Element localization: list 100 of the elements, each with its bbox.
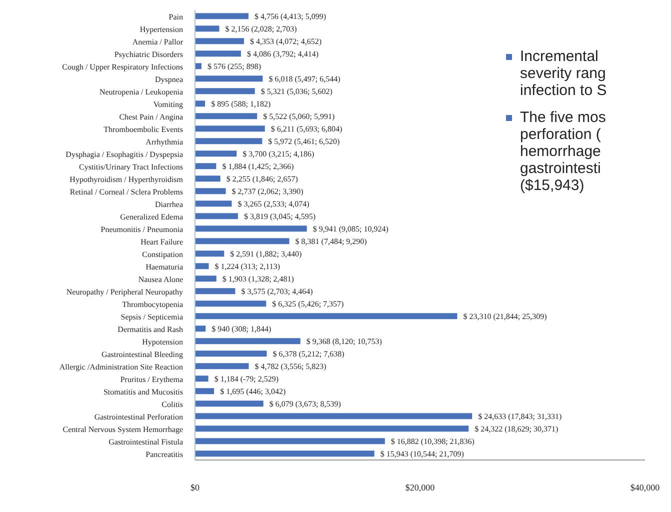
bar	[195, 38, 244, 44]
data-label: $ 1,224 (313; 2,113)	[214, 262, 280, 271]
bar	[195, 138, 262, 144]
y-tick-label: Neuropathy / Peripheral Neuropathy	[66, 287, 183, 296]
data-label: $ 576 (255; 898)	[207, 62, 262, 71]
data-label: $ 3,265 (2,533; 4,074)	[238, 199, 310, 208]
data-label: $ 1,695 (446; 3,042)	[220, 386, 286, 396]
y-tick-label: Central Nervous System Hemorrhage	[62, 424, 184, 434]
y-tick-label: Stomatitis and Mucositis	[103, 387, 183, 396]
y-tick-label: Dyspnea	[155, 74, 184, 84]
bar	[195, 338, 300, 344]
y-tick-label: Sepsis / Septicemia	[120, 312, 184, 322]
y-tick-label: Psychiatric Disorders	[114, 50, 183, 59]
y-tick-label: Pruritus / Erythema	[120, 374, 184, 384]
y-tick-label: Vomiting	[153, 100, 183, 109]
y-tick-label: Colitis	[162, 400, 183, 409]
bar	[195, 413, 472, 420]
y-tick-label: Pancreatitis	[146, 450, 183, 459]
y-tick-label: Hypertension	[140, 24, 183, 34]
x-tick-label: $0	[190, 482, 200, 492]
annotation: The five mos perforation ( hemorrhage gastrointesti ($15,943)	[520, 109, 607, 194]
y-tick-label: Arrhythmia	[146, 137, 184, 146]
y-tick-label: Cystitis/Urinary Tract Infections	[79, 162, 183, 172]
bar	[195, 350, 267, 357]
y-tick-label: Neutropenia / Leukopenia	[99, 87, 184, 96]
y-tick-label: Thromboembolic Events	[104, 124, 183, 134]
y-tick-label: Dermatitis and Rash	[118, 324, 183, 334]
data-label: $ 23,310 (21,844; 25,309)	[463, 312, 548, 321]
annotation: Incremental severity rang infection to S	[520, 48, 607, 99]
y-tick-label: Gastrointestinal Bleeding	[101, 350, 183, 359]
bar	[195, 288, 236, 294]
y-tick-label: Haematuria	[146, 262, 184, 272]
data-label: $ 16,882 (10,398; 21,836)	[390, 436, 475, 446]
data-label: $ 24,322 (18,629; 30,371)	[474, 424, 559, 434]
data-label: $ 6,325 (5,426; 7,357)	[272, 299, 344, 308]
bar	[195, 176, 220, 182]
bar	[195, 188, 226, 194]
y-tick-label: Hypotension	[142, 337, 183, 346]
data-label: $ 5,972 (5,461; 6,520)	[268, 136, 340, 146]
data-label: $ 6,018 (5,497; 6,544)	[268, 74, 341, 84]
data-label: $ 3,575 (2,703; 4,464)	[241, 286, 314, 296]
y-tick-label: Dysphagia / Esophagitis / Dyspepsia	[66, 150, 184, 159]
bar	[195, 326, 206, 332]
y-tick-label: Generalized Edema	[120, 212, 184, 222]
y-tick-label: Thrombocytopenia	[122, 300, 184, 309]
bar	[195, 238, 290, 244]
bar	[195, 76, 263, 82]
bar	[195, 63, 202, 70]
data-label: $ 895 (588; 1,182)	[211, 99, 271, 108]
data-label: $ 4,086 (3,792; 4,414)	[246, 49, 319, 58]
y-tick-label: Cough / Upper Respiratory Infections	[62, 62, 183, 72]
bar	[195, 88, 255, 94]
data-label: $ 5,321 (5,036; 5,602)	[260, 86, 333, 96]
data-label: $ 1,184 (-79; 2,529)	[214, 374, 279, 384]
y-tick-label: Nausea Alone	[138, 274, 184, 284]
data-label: $ 3,819 (3,045; 4,595)	[244, 212, 316, 221]
bar	[195, 263, 209, 270]
x-tick-label: $20,000	[405, 482, 436, 492]
bar	[195, 400, 264, 407]
bar	[195, 450, 374, 457]
bar	[195, 200, 232, 207]
bar	[195, 388, 214, 394]
y-tick-label: Allergic /Administration Site Reaction	[59, 362, 183, 372]
x-tick-label: $40,000	[630, 482, 660, 492]
bar	[195, 213, 238, 220]
bar	[195, 100, 206, 107]
bar	[195, 26, 220, 32]
data-label: $ 5,522 (5,060; 5,991)	[263, 112, 336, 121]
y-tick-label: Hypothyroidism / Hyperthyroidism	[70, 174, 184, 184]
data-label: $ 2,737 (2,062; 3,390)	[232, 186, 304, 196]
y-tick-label: Chest Pain / Angina	[119, 112, 184, 122]
y-tick-label: Heart Failure	[140, 237, 184, 246]
y-tick-label: Constipation	[142, 250, 183, 259]
data-label: $ 2,156 (2,028; 2,703)	[225, 24, 298, 34]
data-label: $ 24,633 (17,843; 31,331)	[478, 412, 562, 421]
bar	[195, 300, 266, 307]
y-tick-label: Pneumonitis / Pneumonia	[100, 224, 184, 234]
data-label: $ 1,903 (1,328; 2,481)	[222, 274, 294, 284]
bar	[195, 50, 241, 57]
y-tick-label: Diarrhea	[155, 200, 184, 209]
bar	[195, 313, 458, 320]
data-label: $ 6,079 (3,673; 8,539)	[269, 399, 342, 408]
data-label: $ 4,353 (4,072; 4,652)	[250, 36, 322, 46]
bar	[195, 13, 249, 20]
data-label: $ 9,368 (8,120; 10,753)	[306, 336, 382, 346]
bar	[195, 363, 249, 370]
data-label: $ 8,381 (7,484; 9,290)	[295, 236, 368, 246]
data-label: $ 6,211 (5,693; 6,804)	[270, 124, 342, 134]
bar	[195, 438, 385, 444]
bar	[195, 163, 216, 170]
bar	[195, 126, 265, 132]
y-tick-label: Gastrointestinal Perforation	[94, 412, 183, 422]
bar	[195, 226, 307, 232]
bar	[195, 376, 208, 382]
y-tick-label: Anemia / Pallor	[132, 37, 184, 46]
y-tick-label: Retinal / Corneal / Sclera Problems	[70, 187, 183, 196]
data-label: $ 4,782 (3,556; 5,823)	[254, 362, 327, 371]
data-label: $ 2,255 (1,846; 2,657)	[226, 174, 298, 184]
bar	[195, 250, 224, 257]
data-label: $ 2,591 (1,882; 3,440)	[230, 249, 302, 258]
